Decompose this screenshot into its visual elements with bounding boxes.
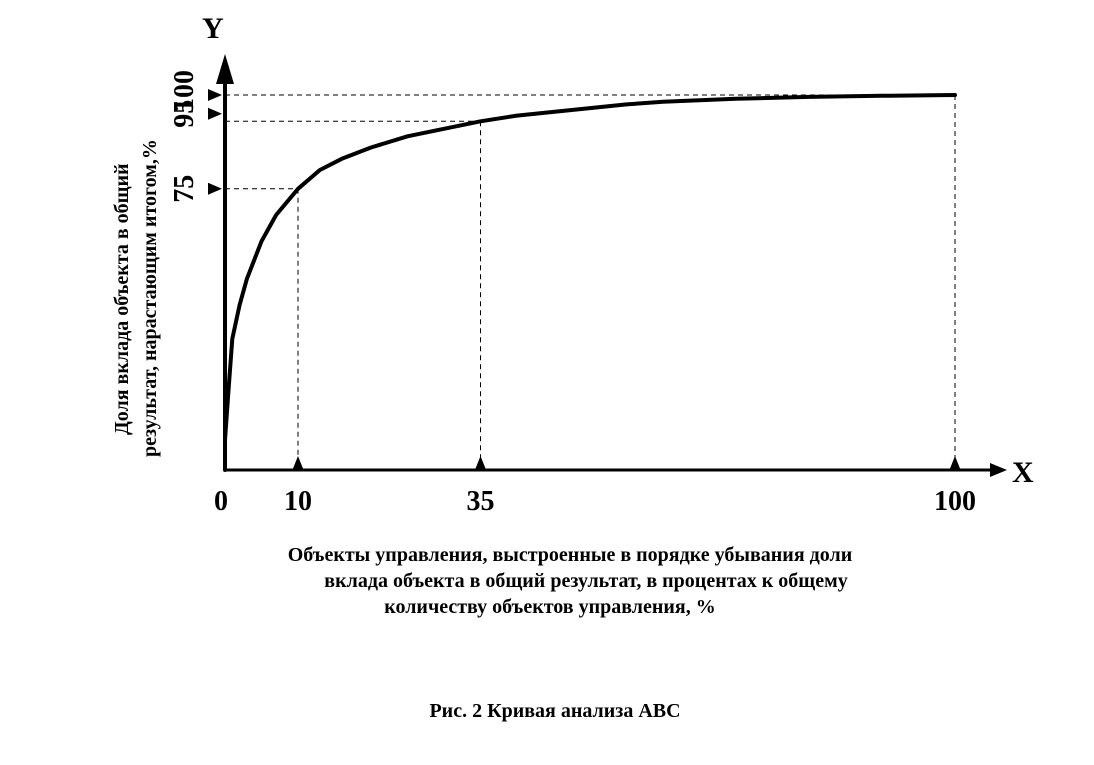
y-axis-label: Доля вклада объекта в общий результат, н… [111, 139, 161, 457]
figure-caption: Рис. 2 Кривая анализа ABC [429, 700, 681, 722]
y-tick-label: 100 [169, 70, 200, 112]
y-axis-arrow [216, 54, 234, 84]
x-tick-label: 100 [934, 486, 976, 517]
reference-lines [225, 94, 956, 470]
tick-markers [208, 89, 961, 471]
x-tick-label: 35 [467, 486, 495, 517]
y-tick-label: 95 [169, 100, 200, 128]
x-axis-label-line-1: Объекты управления, выстроенные в порядк… [287, 544, 853, 566]
axes [216, 54, 1007, 477]
x-axis-label-line-2: вклада объекта в общий результат, в проц… [324, 570, 848, 592]
y-axis-label-line-2: результат, нарастающим итогом,% [139, 139, 161, 457]
x-axis-label-line-3: количеству объектов управления, % [384, 596, 716, 618]
x-axis-arrow [990, 463, 1007, 477]
x-tick-labels: 0 10 35 100 [214, 486, 976, 517]
x-axis-label: Объекты управления, выстроенные в порядк… [170, 542, 980, 620]
y-tick-marker [208, 107, 222, 120]
y-axis-label-line-1: Доля вклада объекта в общий [111, 163, 133, 435]
x-tick-label: 10 [284, 486, 312, 517]
y-tick-label: 75 [169, 175, 200, 203]
x-axis-name: X [1012, 456, 1034, 489]
x-tick-marker [949, 456, 961, 471]
y-tick-marker [208, 89, 222, 101]
x-tick-label: 0 [214, 486, 228, 517]
y-axis-name: Y [202, 12, 224, 45]
abc-curve-line [223, 93, 957, 472]
x-tick-marker [474, 456, 487, 471]
x-tick-marker [292, 456, 304, 471]
y-tick-marker [208, 182, 222, 195]
